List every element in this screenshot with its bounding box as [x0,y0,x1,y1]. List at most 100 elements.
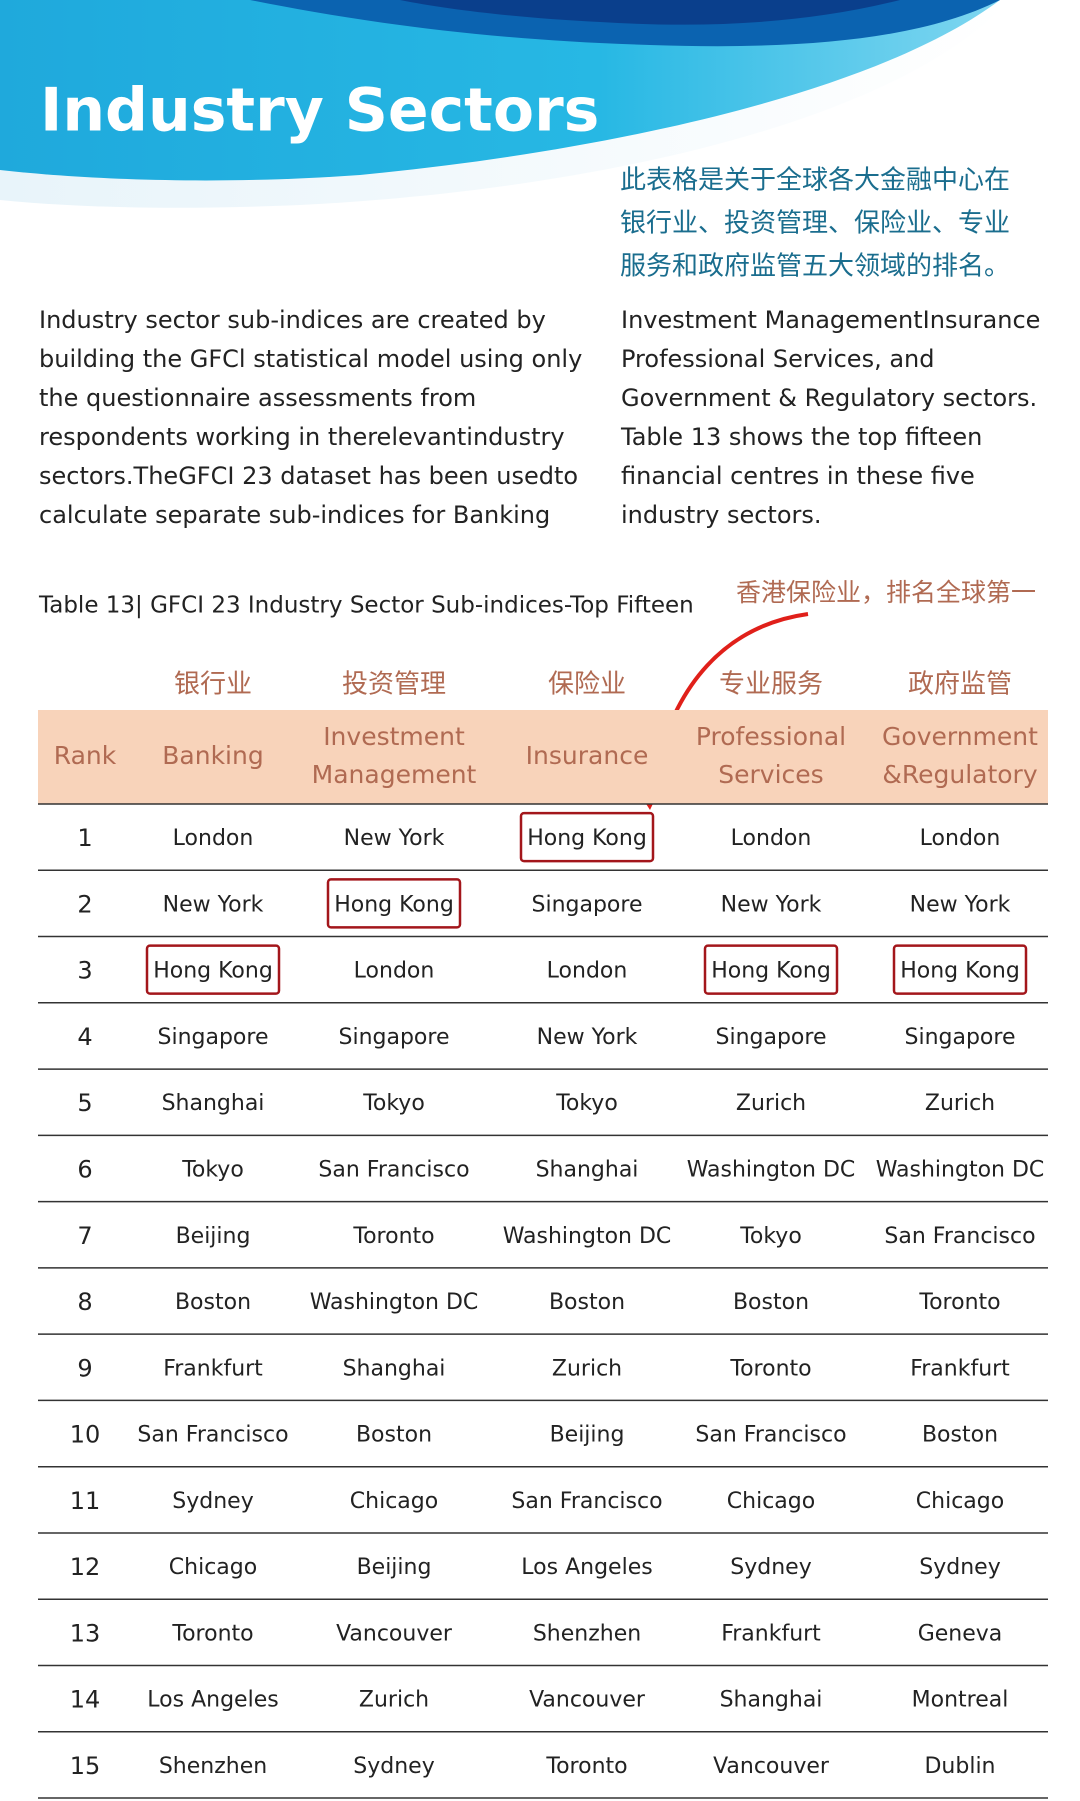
table-cell: New York [910,892,1011,917]
table-cell: 15 [70,1752,101,1780]
table-cell: 7 [77,1222,92,1250]
table-cell: 8 [77,1288,92,1316]
table-cell: 5 [77,1089,92,1117]
table-cell: Toronto [545,1754,627,1779]
table-cell: Sydney [730,1555,811,1580]
header-en: Investment [323,722,465,751]
table-cell: San Francisco [318,1157,469,1182]
intro-text: respondents working in therelevantindust… [39,423,565,451]
table-cell: London [547,959,628,984]
table-cell: Toronto [352,1224,434,1249]
highlight-box [519,811,655,863]
intro-text: building the GFCl statistical model usin… [39,345,582,373]
highlight-box [326,878,462,929]
table-cell: Montreal [912,1688,1009,1713]
table-cell: London [354,959,435,984]
header-cn: 投资管理 [342,670,446,700]
table-cell: Washington DC [687,1157,856,1182]
table-cell: Chicago [350,1489,438,1514]
table-cell: Frankfurt [163,1356,263,1381]
table-cell: Vancouver [713,1754,830,1779]
header-cn: 保险业 [548,670,626,700]
header-en: Banking [162,741,263,770]
table-cell: Tokyo [362,1091,425,1116]
table-cell: London [173,826,254,851]
intro-text: Government & Regulatory sectors. [621,384,1037,412]
table-cell: Shanghai [343,1356,446,1381]
table-cell: Chicago [727,1489,815,1514]
table-cell: San Francisco [137,1423,288,1448]
table-cell: Washington DC [310,1290,479,1315]
intro-text: financial centres in these five [621,462,975,490]
header-en: Rank [54,741,117,770]
table-cell: Vancouver [529,1688,646,1713]
table-cell: New York [721,892,822,917]
table-cell: 6 [77,1155,92,1183]
table-cell: Chicago [916,1489,1004,1514]
table-cell: Beijing [550,1423,625,1448]
table-cell: 10 [70,1421,101,1449]
table-cell: Tokyo [555,1091,618,1116]
table-cell: New York [537,1025,638,1050]
table-cell: 1 [77,824,92,852]
table-cell: Shenzhen [533,1621,641,1646]
table-cell: Shanghai [720,1688,823,1713]
table-cell: San Francisco [511,1489,662,1514]
table-cell: Shanghai [162,1091,265,1116]
intro-text: sectors.TheGFCI 23 dataset has been used… [39,462,578,490]
table-cell: Sydney [172,1489,253,1514]
intro-text: calculate separate sub-indices for Banki… [39,501,550,529]
table-cell: Singapore [716,1025,827,1050]
table-cell: Hong Kong [527,826,647,851]
table-cell: Zurich [925,1091,995,1116]
table-cell: Dublin [924,1754,995,1779]
intro-text: Industry sector sub-indices are created … [39,306,546,334]
table-cell: Hong Kong [334,892,454,917]
table-cell: Washington DC [503,1224,672,1249]
table-cell: Sydney [919,1555,1000,1580]
table-cell: Singapore [158,1025,269,1050]
table-cell: Zurich [359,1688,429,1713]
table-cell: Singapore [339,1025,450,1050]
table-cell: Shanghai [536,1157,639,1182]
table-cell: Hong Kong [711,959,831,984]
intro-cn: 服务和政府监管五大领域的排名。 [620,252,1010,282]
table-cell: 4 [77,1023,92,1051]
intro-text: Professional Services, and [621,345,934,373]
table-cell: Geneva [918,1621,1003,1646]
intro-text: the questionnaire assessments from [39,384,476,412]
header-en: &Regulatory [882,760,1037,789]
table-cell: Zurich [552,1356,622,1381]
table-cell: Boston [356,1423,432,1448]
header-wave [0,0,1010,208]
highlight-box [145,944,281,995]
table-cell: Chicago [169,1555,257,1580]
table-cell: New York [163,892,264,917]
intro-text: Table 13 shows the top fifteen [620,423,982,451]
header-en: Government [882,722,1038,751]
table-cell: Washington DC [876,1157,1045,1182]
highlight-box [703,944,839,995]
table-cell: Tokyo [739,1224,802,1249]
intro-text: industry sectors. [621,501,822,529]
table-cell: New York [344,826,445,851]
table-cell: Vancouver [336,1621,453,1646]
header-en: Professional [696,722,846,751]
header-en: Insurance [526,741,649,770]
table-cell: Los Angeles [521,1555,652,1580]
table-cell: Frankfurt [910,1356,1010,1381]
intro-text: Investment ManagementInsurance [621,306,1040,334]
table-cell: Shenzhen [159,1754,267,1779]
table-cell: 3 [77,957,92,985]
table-cell: Boston [733,1290,809,1315]
table-cell: San Francisco [695,1423,846,1448]
table-cell: Beijing [176,1224,251,1249]
table-cell: Los Angeles [147,1688,278,1713]
header-cn: 专业服务 [719,670,823,700]
table-cell: San Francisco [884,1224,1035,1249]
highlight-box [892,944,1028,995]
table-cell: Toronto [729,1356,811,1381]
table-cell: Singapore [905,1025,1016,1050]
